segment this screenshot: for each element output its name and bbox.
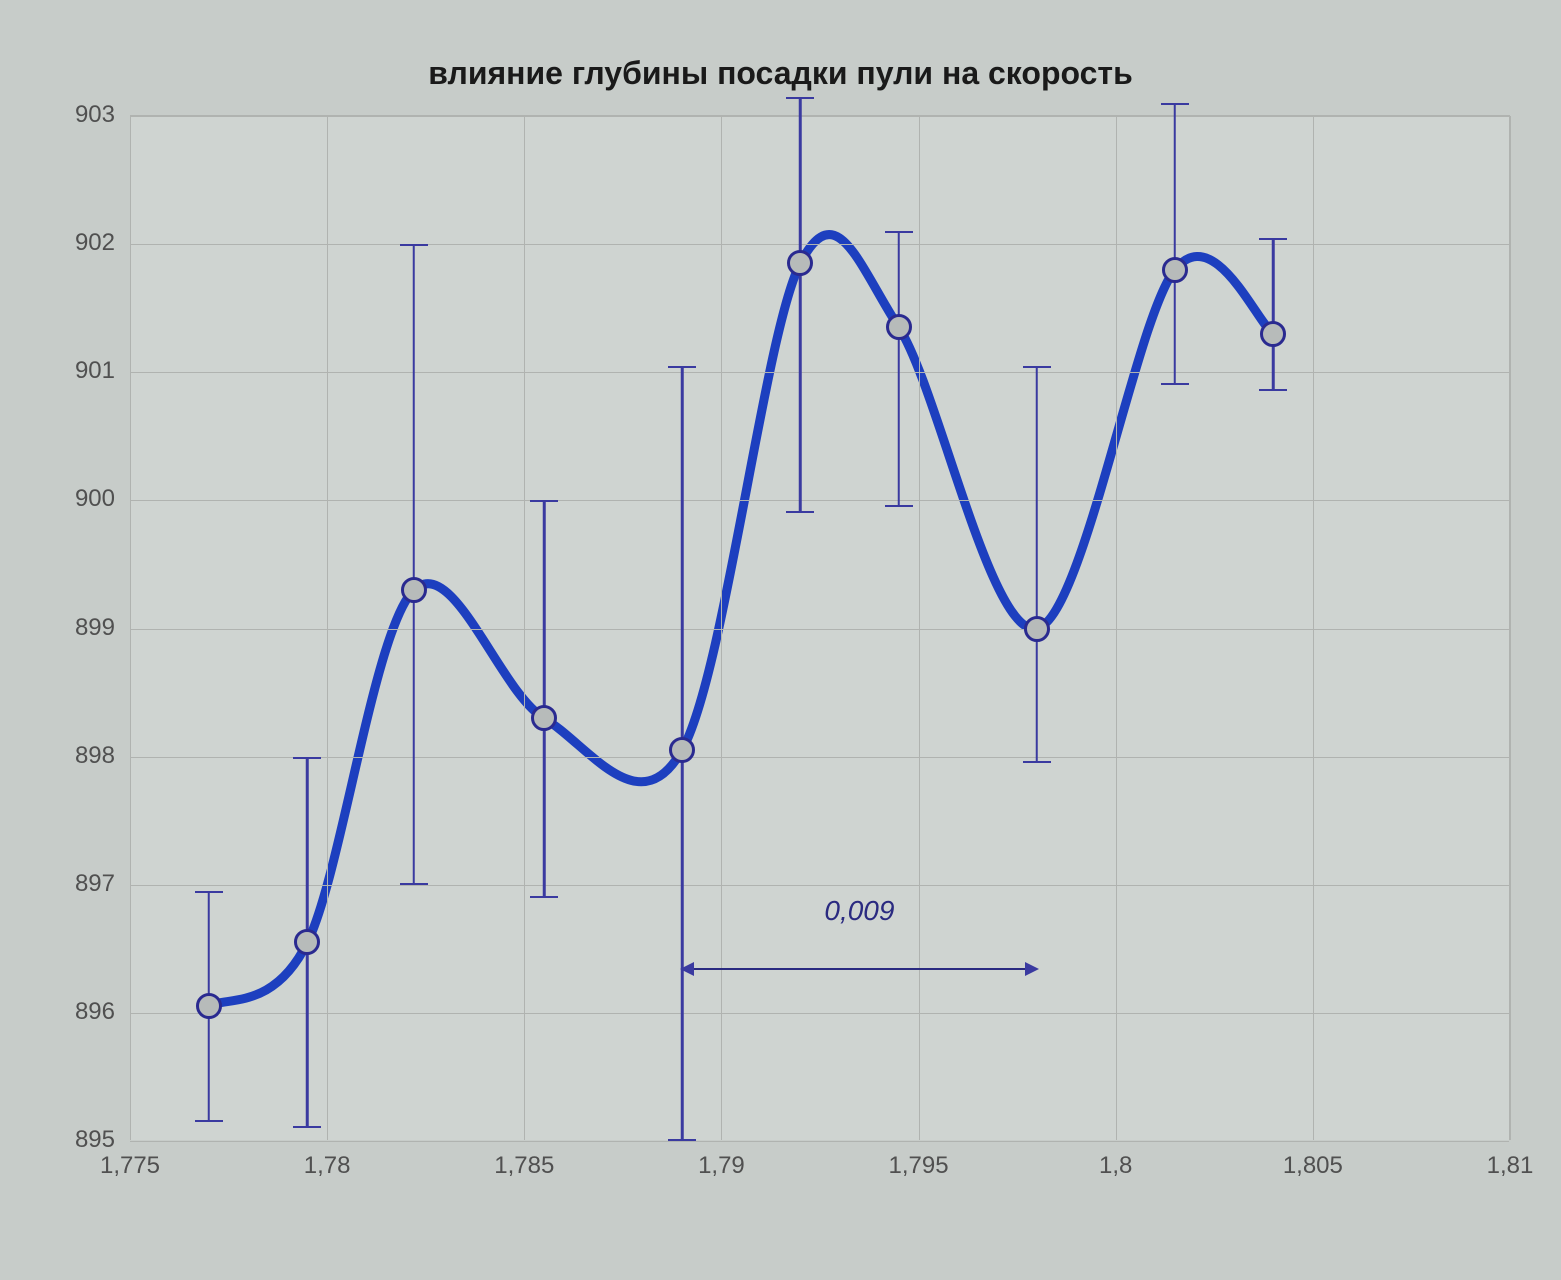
y-tick-label: 899 <box>30 614 115 642</box>
y-tick-label: 896 <box>30 998 115 1026</box>
plot-area: 0,009 <box>130 115 1510 1140</box>
error-bar <box>786 97 814 513</box>
data-marker <box>531 705 557 731</box>
error-bar <box>885 231 913 506</box>
x-tick-label: 1,8 <box>1099 1152 1132 1180</box>
annotation-arrow <box>682 968 1037 970</box>
y-tick-label: 900 <box>30 485 115 513</box>
data-marker <box>1024 616 1050 642</box>
grid-line-h <box>130 1141 1509 1142</box>
grid-line-h <box>130 116 1509 117</box>
grid-line-h <box>130 500 1509 501</box>
chart-page: { "chart": { "type": "line-errorbar", "t… <box>0 0 1561 1280</box>
x-tick-label: 1,78 <box>304 1152 351 1180</box>
x-tick-label: 1,775 <box>100 1152 160 1180</box>
y-tick-label: 902 <box>30 229 115 257</box>
x-tick-label: 1,79 <box>698 1152 745 1180</box>
grid-line-h <box>130 885 1509 886</box>
data-marker <box>294 929 320 955</box>
y-tick-label: 898 <box>30 742 115 770</box>
data-marker <box>787 250 813 276</box>
error-bar <box>1023 366 1051 763</box>
data-marker <box>1162 257 1188 283</box>
y-tick-label: 903 <box>30 101 115 129</box>
grid-line-h <box>130 244 1509 245</box>
y-tick-label: 897 <box>30 870 115 898</box>
grid-line-h <box>130 757 1509 758</box>
grid-line-h <box>130 1013 1509 1014</box>
chart-title: влияние глубины посадки пули на скорость <box>0 55 1561 92</box>
error-bar <box>1259 238 1287 392</box>
grid-line-h <box>130 372 1509 373</box>
y-tick-label: 901 <box>30 357 115 385</box>
data-marker <box>886 314 912 340</box>
x-tick-label: 1,805 <box>1283 1152 1343 1180</box>
data-marker <box>1260 321 1286 347</box>
y-tick-label: 895 <box>30 1126 115 1154</box>
grid-line-v <box>1510 116 1511 1140</box>
annotation-label: 0,009 <box>824 895 894 927</box>
data-marker <box>401 577 427 603</box>
data-marker <box>196 993 222 1019</box>
error-bar <box>530 500 558 897</box>
grid-line-h <box>130 629 1509 630</box>
data-marker <box>669 737 695 763</box>
x-tick-label: 1,81 <box>1487 1152 1534 1180</box>
x-tick-label: 1,795 <box>889 1152 949 1180</box>
error-bar <box>400 244 428 885</box>
x-tick-label: 1,785 <box>494 1152 554 1180</box>
